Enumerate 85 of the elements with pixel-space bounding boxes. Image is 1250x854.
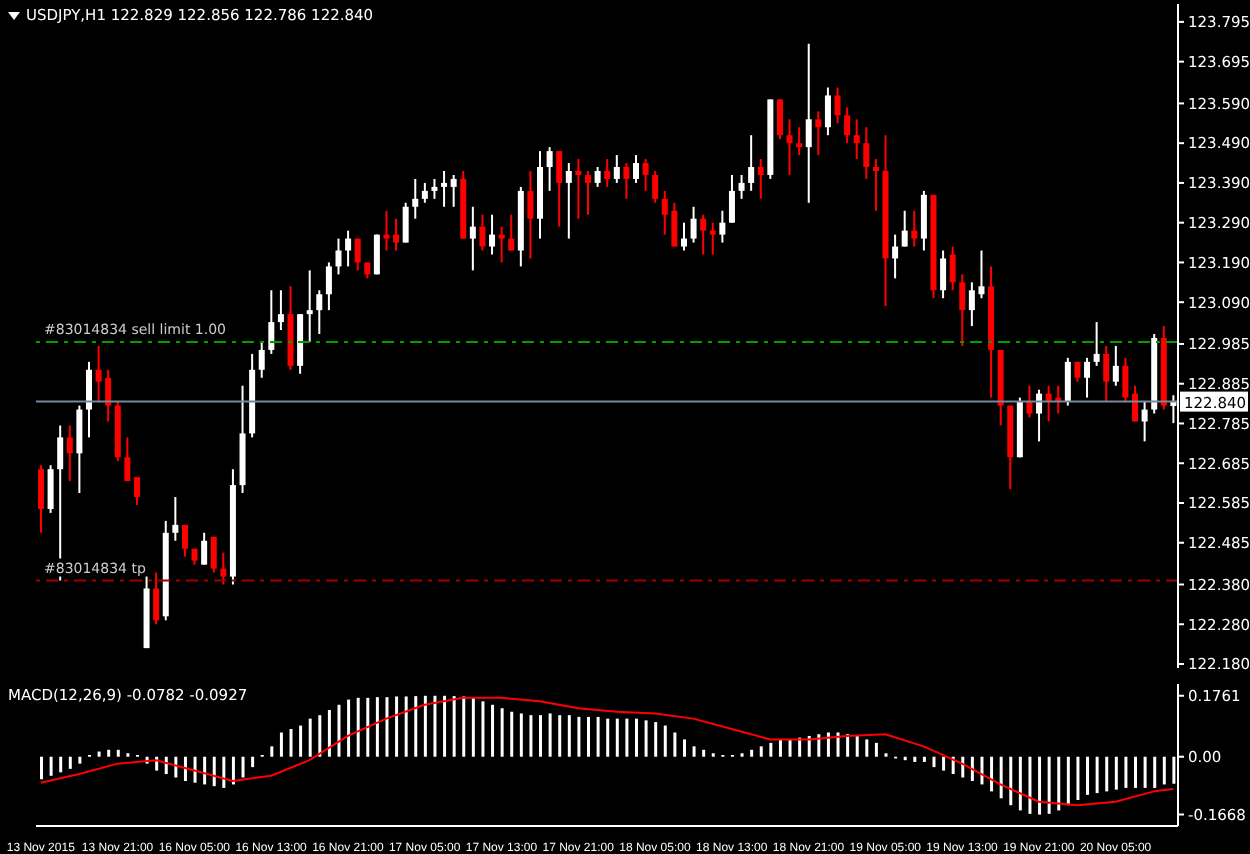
candlestick xyxy=(613,154,620,184)
candlestick xyxy=(556,150,563,228)
candlestick xyxy=(258,340,265,379)
candlestick xyxy=(920,189,927,252)
candlestick xyxy=(738,173,745,200)
candlestick xyxy=(959,273,966,347)
candlestick xyxy=(450,173,457,208)
candlestick xyxy=(268,289,275,355)
candlestick xyxy=(76,404,83,495)
candlestick xyxy=(776,98,783,141)
candlestick xyxy=(728,173,735,224)
candlestick xyxy=(709,221,716,256)
candlestick xyxy=(220,551,227,586)
candlestick xyxy=(325,261,332,312)
candlestick xyxy=(527,169,534,260)
candlestick xyxy=(181,523,188,558)
candlestick xyxy=(824,86,831,137)
candlestick xyxy=(1026,384,1033,419)
candlestick xyxy=(604,158,611,188)
candlestick xyxy=(133,476,140,506)
candlestick xyxy=(623,162,630,200)
candlestick xyxy=(38,464,44,534)
candlestick xyxy=(594,166,601,188)
candlestick xyxy=(1112,344,1119,387)
candlestick xyxy=(402,201,409,244)
candlestick xyxy=(949,245,956,292)
candlestick xyxy=(66,424,73,483)
candlestick xyxy=(575,158,582,220)
candlestick xyxy=(345,229,352,268)
candlestick xyxy=(441,169,448,208)
candlestick xyxy=(335,237,342,276)
candlestick xyxy=(863,126,870,180)
candlestick xyxy=(805,42,812,204)
candlestick xyxy=(316,289,323,336)
candlestick xyxy=(632,154,639,184)
candlestick xyxy=(172,496,179,542)
candlestick xyxy=(940,249,947,300)
candlestick xyxy=(1122,356,1129,403)
candlestick xyxy=(815,110,822,157)
candlestick xyxy=(412,177,419,220)
candlestick xyxy=(124,436,131,483)
candlestick xyxy=(786,118,793,176)
candlestick xyxy=(1084,356,1091,399)
candlestick xyxy=(306,269,313,343)
candlestick xyxy=(1132,384,1139,423)
candlestick xyxy=(498,225,505,264)
candlestick xyxy=(85,360,92,439)
candlestick xyxy=(1103,344,1110,403)
candlestick xyxy=(354,237,361,272)
candlestick xyxy=(796,126,803,157)
candlestick xyxy=(834,86,841,125)
candlestick xyxy=(844,106,851,145)
candlestick xyxy=(700,213,707,256)
candlestick xyxy=(892,233,899,280)
candlestick xyxy=(853,118,860,161)
candlestick xyxy=(690,205,697,244)
candlestick xyxy=(201,531,208,566)
candlestick xyxy=(901,209,908,248)
candlestick xyxy=(872,158,879,212)
candlestick xyxy=(421,181,428,204)
candlestick xyxy=(469,205,476,272)
candlestick xyxy=(1064,356,1071,407)
candlestick xyxy=(1093,321,1100,367)
candlestick xyxy=(546,146,553,192)
candlestick xyxy=(153,571,160,626)
candlestick xyxy=(1036,388,1043,443)
candlestick xyxy=(489,213,496,256)
candlestick xyxy=(383,209,390,252)
candlestick xyxy=(565,162,572,240)
candlestick xyxy=(479,213,486,252)
candlestick xyxy=(210,535,217,574)
candlestick xyxy=(393,217,400,252)
candlestick xyxy=(748,134,755,192)
candlestick xyxy=(642,158,649,192)
candlestick xyxy=(757,158,764,200)
candlestick xyxy=(47,464,54,514)
candlestick xyxy=(652,169,659,204)
candlestick xyxy=(277,289,284,332)
candlestick xyxy=(431,177,438,200)
candlestick xyxy=(1141,400,1148,443)
candlestick xyxy=(680,221,687,252)
candlestick xyxy=(719,209,726,244)
candlestick xyxy=(585,169,592,216)
candlestick xyxy=(911,209,918,248)
candlestick xyxy=(508,213,515,252)
